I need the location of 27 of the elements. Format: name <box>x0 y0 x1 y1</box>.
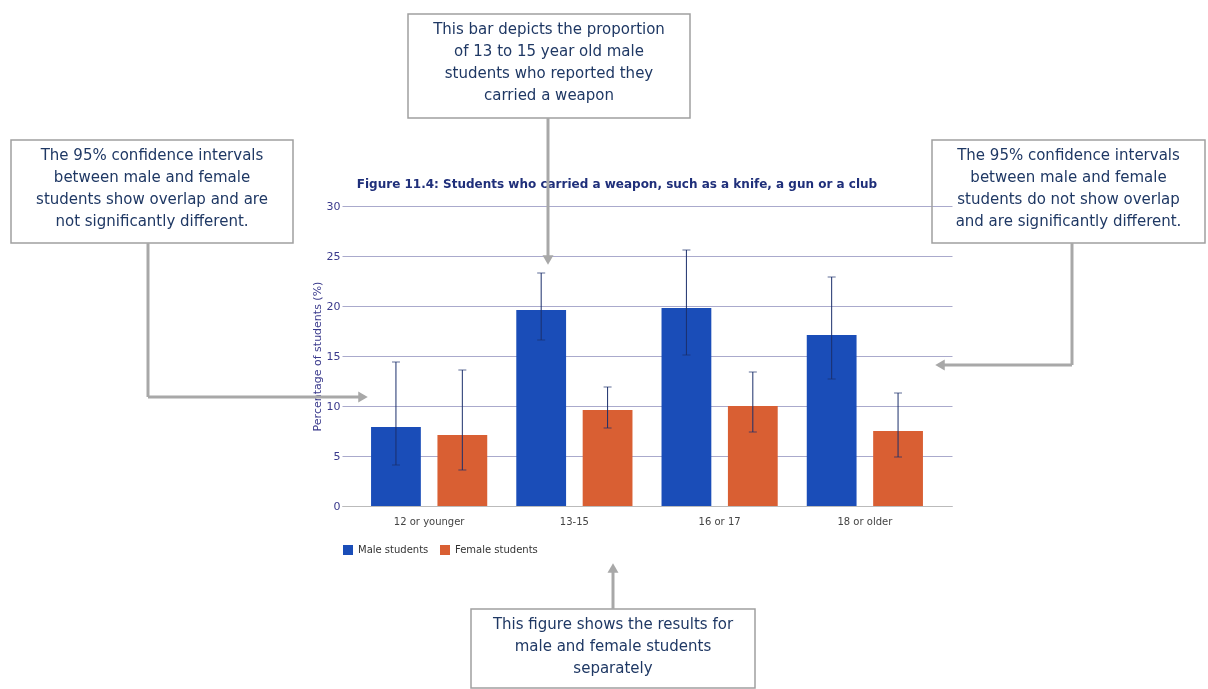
text: This figure shows the results for male and female students separately <box>491 615 734 677</box>
y-tick-label: 0 <box>333 499 341 513</box>
bar <box>371 427 421 506</box>
text: The 95% confidence intervals between male and female students show overlap and are not significantly different. <box>36 146 268 230</box>
y-tick-label: 5 <box>333 449 341 463</box>
y-tick-label: 30 <box>326 199 341 213</box>
x-tick-label: 16 or 17 <box>698 515 741 527</box>
y-axis-title: Percentage of students (%) <box>310 281 324 432</box>
y-tick-label: 15 <box>326 349 341 363</box>
bar <box>727 406 778 506</box>
x-tick-label: 12 or younger <box>393 515 466 527</box>
bar <box>661 308 712 506</box>
x-tick-label: 18 or older <box>837 515 894 527</box>
bar <box>437 435 488 506</box>
legend-label: Female students <box>455 544 538 555</box>
text: This bar depicts the proportion of 13 to 15 year old male students who reported they carried a weapon <box>432 20 665 104</box>
bar <box>806 335 857 506</box>
y-tick-label: 25 <box>326 249 341 263</box>
bar <box>516 310 567 506</box>
text: The 95% confidence intervals between male and female students do not show overlap and are significantly different. <box>955 146 1182 230</box>
chart-title: Figure 11.4: Students who carried a weapon, such as a knife, a gun or a club <box>356 177 878 191</box>
y-tick-label: 10 <box>326 399 341 413</box>
y-tick-label: 20 <box>326 299 341 313</box>
legend-label: Male students <box>358 544 429 555</box>
bar <box>582 410 633 506</box>
x-tick-label: 13-15 <box>559 515 589 527</box>
bar <box>873 431 923 506</box>
